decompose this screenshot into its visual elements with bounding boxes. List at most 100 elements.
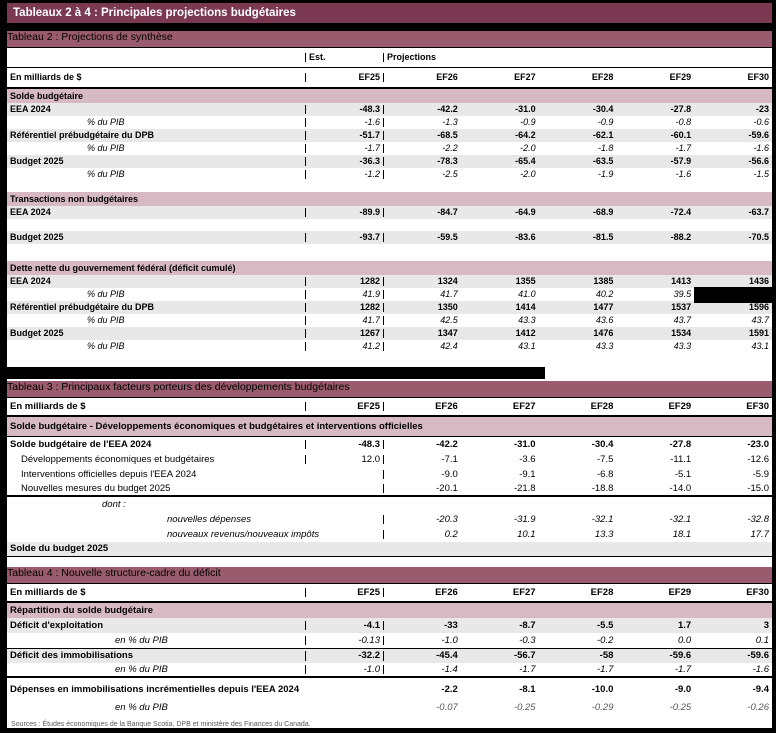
value-cell-ef28: -62.1 <box>592 130 614 140</box>
value-cell-ef25: 1267 <box>305 329 383 338</box>
value-cell-ef30: -32.8 <box>747 513 769 525</box>
table3-title-bar: Tableau 3 : Principaux facteurs porteurs… <box>7 381 772 397</box>
value-cell-ef27: -83.6 <box>515 232 536 242</box>
projections-header-cell: Projections <box>383 53 772 62</box>
year-header-ef27: EF27 <box>512 400 536 412</box>
value-cell-ef26: -84.7 <box>383 208 461 217</box>
value-cell-ef29: -88.2 <box>670 232 692 242</box>
table-row: Développements économiques et budgétaire… <box>7 452 772 467</box>
value-cell-ef27: -31.0 <box>513 438 536 450</box>
value-cell-ef30: 0.1 <box>755 634 769 646</box>
value-cell-ef30: 3 <box>763 619 769 631</box>
row-label: Développements économiques et budgétaire… <box>21 453 215 465</box>
value-cell-ef26: -59.5 <box>383 233 461 242</box>
table2-title-bar: Tableau 2 : Projections de synthèse <box>7 31 772 47</box>
value-cell-ef29: 43.7 <box>673 315 692 325</box>
value-cell-ef26: 41.7 <box>383 290 461 299</box>
value-cell-ef30: -0.26 <box>747 701 769 713</box>
value-cell-ef30: 1436 <box>748 276 769 286</box>
table3: En milliards de $ EF25 EF26 EF27 EF28 EF29 EF3… <box>7 397 772 567</box>
value-cell-ef26: 0.2 <box>383 530 461 540</box>
value-cell-ef27: -2.0 <box>520 169 536 179</box>
row-label: Interventions officielles depuis l'EEA 2… <box>21 468 197 480</box>
est-projections-row: Est. Projections <box>7 47 772 68</box>
value-cell-ef29: -27.8 <box>669 438 692 450</box>
value-cell-ef26: 1350 <box>383 303 461 312</box>
table-row: nouveaux revenus/nouveaux impôts 0.2 10.1 1… <box>7 527 772 542</box>
year-header-ef26: EF26 <box>383 402 461 412</box>
value-cell-ef30: -0.6 <box>753 117 769 127</box>
value-cell-ef28: 13.3 <box>594 528 614 540</box>
value-cell-ef25: 1282 <box>305 277 383 286</box>
sources-note: Sources : Études économiques de la Banqu… <box>7 715 772 728</box>
value-cell-ef27: -9.1 <box>519 468 536 480</box>
value-cell-ef30: -63.7 <box>748 207 769 217</box>
spacer-row <box>7 181 772 192</box>
value-cell-ef27: 43.3 <box>518 315 536 325</box>
value-cell-ef25: 1282 <box>305 303 383 312</box>
value-cell-ef27: -65.4 <box>515 156 536 166</box>
value-cell-ef25: -1.6 <box>305 118 383 127</box>
value-cell-ef28: -30.4 <box>592 104 614 114</box>
value-cell-ef25: -36.3 <box>305 157 383 166</box>
value-cell-ef29: -9.0 <box>674 683 692 695</box>
year-header-ef25: EF25 <box>305 588 383 598</box>
value-cell-ef29: -72.4 <box>670 207 692 217</box>
row-label: % du PIB <box>87 341 125 351</box>
value-cell-ef28: -63.5 <box>592 156 614 166</box>
value-cell-ef29: 18.1 <box>672 528 692 540</box>
table-row: Solde budgétaire de l'EEA 2024 -48.3 -42.2… <box>7 437 772 452</box>
value-cell-ef26: -1.4 <box>383 665 461 675</box>
value-cell-ef27: 1414 <box>515 302 536 312</box>
spacer-row <box>7 678 772 682</box>
table2: Est. Projections En milliards de $ EF25 EF26… <box>7 47 776 381</box>
value-cell-ef30: -1.6 <box>752 663 769 675</box>
value-cell-ef29: -57.9 <box>670 156 692 166</box>
row-label: Nouvelles mesures du budget 2025 <box>21 482 171 494</box>
value-cell-ef25: 12.0 <box>305 455 383 465</box>
value-cell-ef30: 43.7 <box>751 315 769 325</box>
value-cell-ef29: -11.1 <box>670 453 692 465</box>
value-cell-ef28: -1.9 <box>597 169 614 179</box>
value-cell-ef28: -1.8 <box>597 143 614 153</box>
unit-label: En milliards de $ <box>10 586 86 598</box>
value-cell-ef27: 43.1 <box>518 341 536 351</box>
value-cell-ef30: 43.1 <box>751 341 769 351</box>
table-row: dont : <box>7 497 772 512</box>
value-cell-ef30: -59.6 <box>747 650 769 662</box>
table-row: % du PIB 41.2 42.4 43.1 43.3 43.3 43.1 <box>7 340 772 353</box>
value-cell-ef30: -1.5 <box>753 169 769 179</box>
table-row: Référentiel prébudgétaire du DPB 1282 1350… <box>7 301 772 314</box>
value-cell-ef28: 43.6 <box>595 315 614 325</box>
value-cell-ef27: -0.25 <box>513 701 536 713</box>
row-label: Solde budgétaire - Développements économ… <box>10 420 423 432</box>
value-cell-ef26: -20.3 <box>383 515 461 525</box>
value-cell-ef25: 41.9 <box>305 290 383 299</box>
value-cell-ef26: -42.2 <box>383 105 461 114</box>
row-label: Budget 2025 <box>10 156 64 166</box>
year-header-ef27: EF27 <box>512 586 536 598</box>
value-cell-ef28: -32.1 <box>591 513 614 525</box>
value-cell-ef30: -15.0 <box>747 482 769 494</box>
table-row: en % du PIB -0.13 -1.0 -0.3 -0.2 0.0 0.1 <box>7 633 772 648</box>
section-row: Solde budgétaire - Développements économ… <box>7 417 772 437</box>
value-cell-ef29: 1.7 <box>677 619 692 631</box>
value-cell-ef25: -1.7 <box>305 144 383 153</box>
row-label: Déficit d'exploitation <box>10 619 104 631</box>
value-cell-ef25: 41.2 <box>305 342 383 351</box>
year-header-ef28: EF28 <box>590 586 614 598</box>
row-label: Solde budgétaire de l'EEA 2024 <box>10 438 152 450</box>
value-cell-ef26: -45.4 <box>383 651 461 661</box>
table-row: Référentiel prébudgétaire du DPB -51.7 -68… <box>7 129 772 142</box>
table-row: Nouvelles mesures du budget 2025 -20.1 -21… <box>7 482 772 497</box>
value-cell-ef25: -4.1 <box>305 621 383 631</box>
table-row: EEA 2024 -48.3 -42.2 -31.0 -30.4 -27.8 -23 <box>7 103 772 116</box>
row-label: % du PIB <box>87 315 125 325</box>
value-cell-ef28: 1477 <box>593 302 614 312</box>
value-cell-ef29: 39.5 <box>673 289 692 299</box>
value-cell-ef30: -9.4 <box>752 683 769 695</box>
table-row: en % du PIB -0.07 -0.25 -0.29 -0.25 -0.26 <box>7 700 772 715</box>
value-cell-ef28: 40.2 <box>595 289 614 299</box>
value-cell-ef26: -1.3 <box>383 118 461 127</box>
